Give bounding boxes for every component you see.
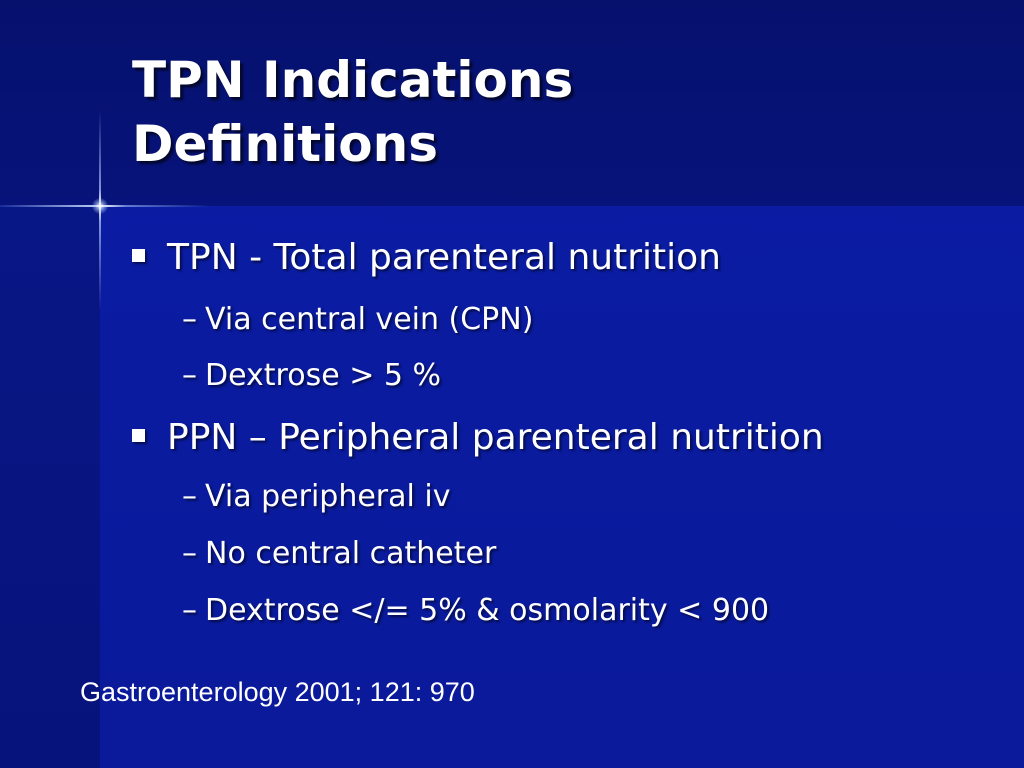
bullet-text: TPN - Total parenteral nutrition [167,237,721,278]
sub-item-text: Dextrose > 5 % [205,358,442,393]
sub-item-central-vein: – Via central vein (CPN) [182,301,533,339]
square-bullet-icon [132,248,145,262]
sub-item-peripheral-iv: – Via peripheral iv [182,478,450,516]
sub-item-dextrose-tpn: – Dextrose > 5 % [182,357,441,395]
dash-marker: – [182,536,197,571]
citation: Gastroenterology 2001; 121: 970 [80,677,475,707]
left-band [0,206,100,768]
square-bullet-icon [132,428,145,442]
dash-marker: – [182,593,197,628]
sub-item-no-central-catheter: – No central catheter [182,535,496,573]
sub-item-text: No central catheter [205,536,497,571]
bullet-item-tpn: TPN - Total parenteral nutrition [132,236,721,280]
sub-item-dextrose-ppn: – Dextrose </= 5% & osmolarity < 900 [182,592,769,630]
sub-item-text: Via central vein (CPN) [205,302,534,337]
dash-marker: – [182,358,197,393]
slide-title: TPN Indications Definitions [132,48,992,176]
header-band [0,0,1024,206]
sub-item-text: Via peripheral iv [205,479,451,514]
slide-title-line-2: Definitions [132,115,438,173]
bullet-item-ppn: PPN – Peripheral parenteral nutrition [132,416,824,460]
light-flare-icon [92,198,108,214]
dash-marker: – [182,479,197,514]
slide-title-line-1: TPN Indications [132,51,574,109]
dash-marker: – [182,302,197,337]
sub-item-text: Dextrose </= 5% & osmolarity < 900 [205,593,770,628]
bullet-text: PPN – Peripheral parenteral nutrition [167,417,824,458]
